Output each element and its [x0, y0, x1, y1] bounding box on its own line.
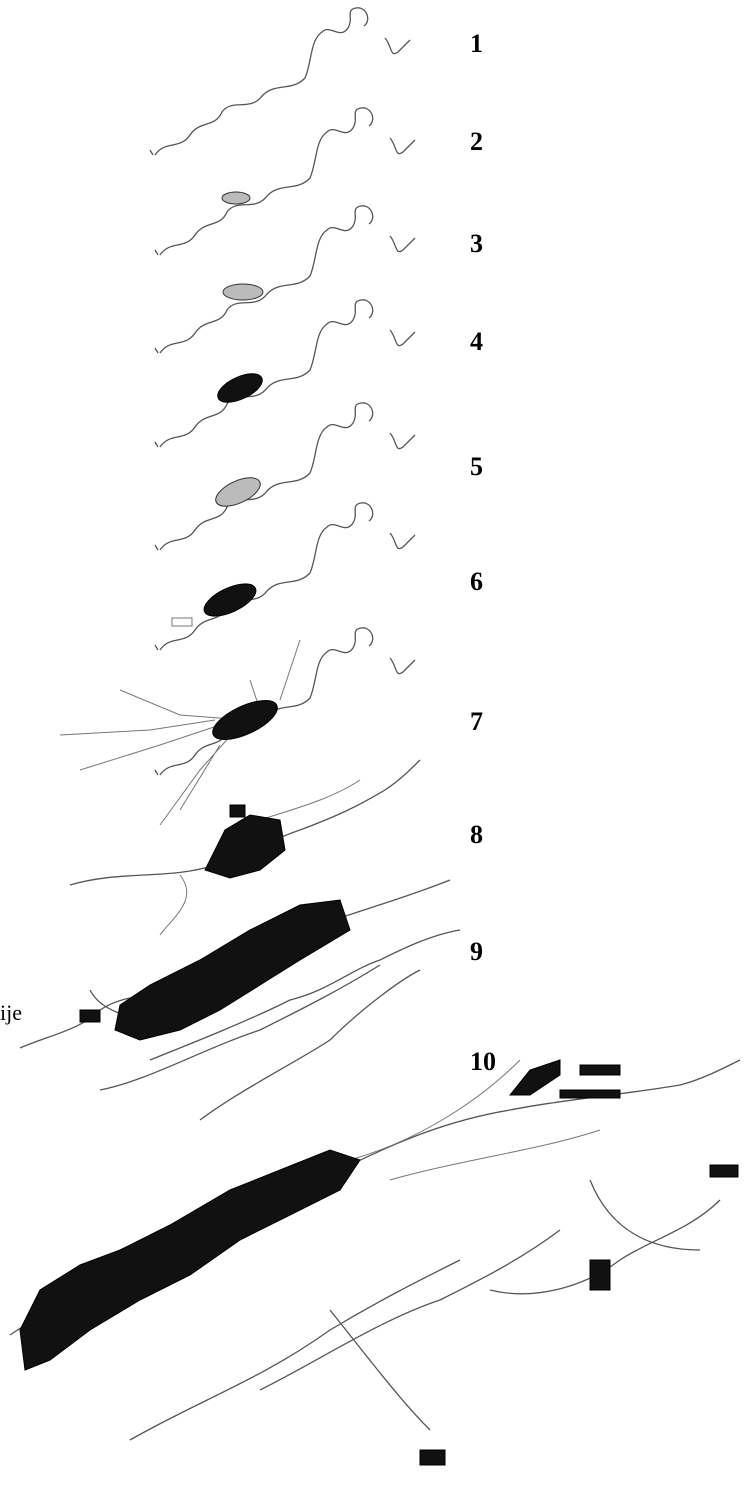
cut-off-text: ije	[0, 1000, 22, 1025]
map-number: 9	[470, 937, 483, 966]
map-1	[149, 7, 411, 156]
labels: 1 2 3 4 5 6 7 8 9 10 ije	[0, 29, 496, 1076]
map-number: 6	[470, 567, 483, 596]
map-8	[69, 759, 421, 936]
map-number: 10	[470, 1047, 496, 1076]
map-2	[154, 107, 416, 256]
map-6	[154, 502, 416, 651]
map-number: 2	[470, 127, 483, 156]
map-number: 3	[470, 229, 483, 258]
map-number: 8	[470, 820, 483, 849]
map-3	[154, 205, 416, 354]
map-number: 7	[470, 707, 483, 736]
map-9	[19, 879, 461, 1121]
map-number: 1	[470, 29, 483, 58]
map-10	[9, 1059, 741, 1466]
map-5	[154, 402, 416, 551]
map-number: 4	[470, 327, 483, 356]
map-number: 5	[470, 452, 483, 481]
map-4	[154, 299, 416, 448]
map-7	[59, 627, 416, 826]
